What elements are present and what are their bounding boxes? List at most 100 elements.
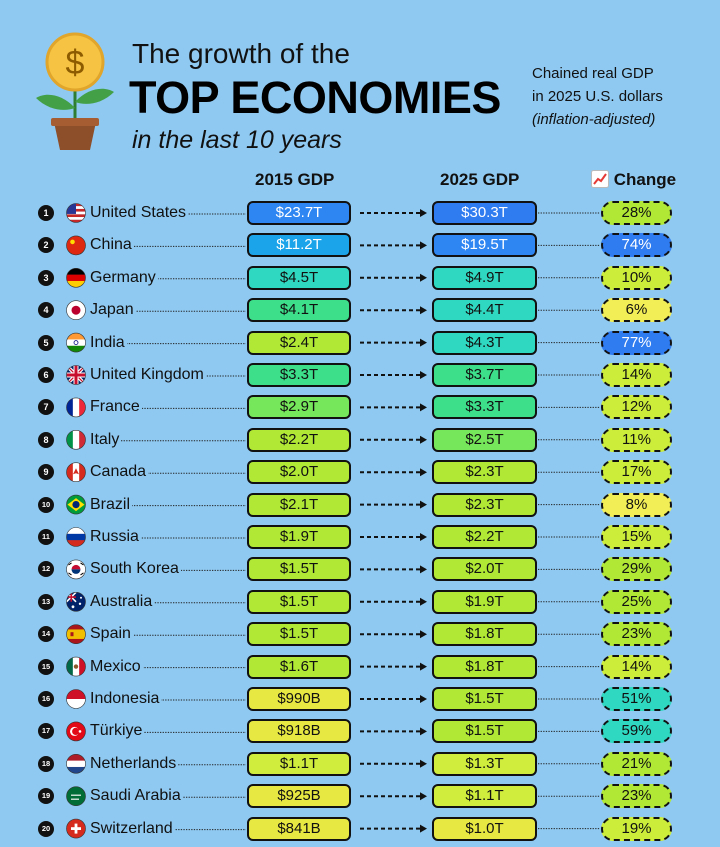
china-flag-icon	[66, 235, 86, 256]
change-value: 51%	[601, 687, 672, 711]
rank-badge: 20	[38, 820, 54, 837]
change-value: 77%	[601, 330, 672, 355]
row-graphics	[66, 494, 600, 515]
rank-badge: 14	[38, 626, 54, 643]
uk-flag-icon	[66, 365, 86, 385]
turkiye-flag-icon	[66, 721, 86, 742]
gdp-2015-value: $1.5T	[247, 557, 351, 582]
netherlands-flag-icon	[66, 753, 86, 774]
italy-flag-icon	[66, 429, 86, 450]
rank-badge: 11	[38, 529, 54, 545]
gdp-2015-value: $1.5T	[247, 622, 351, 647]
row-graphics	[66, 624, 600, 645]
row-graphics	[66, 300, 600, 321]
gdp-2025-value: $4.9T	[432, 265, 537, 290]
gdp-2025-value: $4.4T	[432, 298, 537, 323]
country-name: Brazil	[90, 494, 133, 515]
country-name: United States	[90, 203, 189, 223]
change-value: 28%	[601, 201, 672, 225]
rank-badge: 6	[38, 367, 54, 383]
change-value: 14%	[601, 363, 672, 387]
col-header-change: Change	[591, 170, 676, 190]
arrow-head	[420, 630, 427, 639]
brazil-flag-icon	[66, 494, 86, 515]
row-graphics	[66, 267, 600, 288]
rank-badge: 17	[38, 723, 54, 740]
gdp-2015-value: $1.9T	[247, 525, 351, 549]
row-graphics	[66, 397, 600, 418]
gdp-2025-value: $1.8T	[432, 622, 537, 647]
country-name: Türkiye	[90, 721, 145, 742]
country-name: United Kingdom	[90, 365, 206, 385]
country-name: Australia	[90, 591, 155, 612]
gdp-2025-value: $2.3T	[432, 460, 537, 485]
australia-flag-icon	[66, 591, 86, 612]
country-name: Mexico	[90, 656, 143, 677]
rank-badge: 12	[38, 561, 54, 578]
col-header-2015: 2015 GDP	[255, 170, 335, 189]
arrow-head	[420, 468, 427, 477]
note-line-3: (inflation-adjusted)	[532, 111, 656, 128]
gdp-2015-value: $2.0T	[247, 460, 351, 485]
india-flag-icon	[66, 332, 86, 353]
gdp-2015-value: $1.1T	[247, 751, 351, 776]
country-name: Italy	[90, 429, 122, 450]
gdp-2015-value: $2.2T	[247, 427, 351, 452]
gdp-2025-value: $1.8T	[432, 654, 537, 679]
arrow-head	[420, 273, 427, 282]
note-line-2: in 2025 U.S. dollars	[532, 88, 663, 105]
rank-badge: 1	[38, 205, 54, 221]
rank-badge: 7	[38, 399, 54, 416]
arrow-head	[420, 209, 427, 217]
us-flag-icon	[66, 203, 86, 223]
row-graphics	[66, 235, 600, 256]
row-graphics	[66, 203, 600, 223]
arrow-head	[420, 759, 427, 768]
gdp-2025-value: $2.3T	[432, 492, 537, 517]
arrow-head	[420, 695, 427, 703]
indonesia-flag-icon	[66, 689, 86, 709]
row-graphics	[66, 332, 600, 353]
change-value: 74%	[601, 233, 672, 258]
change-value: 29%	[601, 557, 672, 582]
gdp-2015-value: $4.5T	[247, 265, 351, 290]
gdp-2025-value: $30.3T	[432, 201, 537, 225]
gdp-2015-value: $918B	[247, 719, 351, 744]
arrow-head	[420, 727, 427, 736]
change-value: 59%	[601, 719, 672, 744]
spain-flag-icon	[66, 624, 86, 645]
col-header-change-label: Change	[613, 170, 677, 189]
rank-badge: 8	[38, 431, 54, 448]
header: $ The growth of the TOP ECONOMIES in the…	[0, 0, 720, 160]
rank-badge: 5	[38, 334, 54, 351]
gdp-2025-value: $19.5T	[432, 233, 537, 258]
country-name: Japan	[90, 300, 136, 321]
mexico-flag-icon	[66, 656, 86, 677]
gdp-2025-value: $3.7T	[432, 363, 537, 387]
rank-badge: 16	[38, 691, 54, 707]
arrow-head	[420, 662, 427, 671]
row-graphics	[66, 462, 600, 483]
change-value: 23%	[601, 622, 672, 647]
change-value: 21%	[601, 751, 672, 776]
gdp-2025-value: $1.9T	[432, 589, 537, 614]
gdp-2015-value: $3.3T	[247, 363, 351, 387]
svg-text:$: $	[66, 44, 85, 82]
gdp-note: Chained real GDP in 2025 U.S. dollars (i…	[532, 62, 663, 131]
germany-flag-icon	[66, 267, 86, 288]
change-value: 17%	[601, 460, 672, 485]
arrow-head	[420, 435, 427, 444]
country-name: Saudi Arabia	[90, 786, 183, 807]
russia-flag-icon	[66, 527, 86, 547]
row-graphics	[66, 689, 600, 709]
gdp-2015-value: $2.4T	[247, 330, 351, 355]
arrow-head	[420, 306, 427, 315]
country-name: China	[90, 235, 134, 256]
row-graphics	[66, 527, 600, 547]
gdp-2025-value: $1.5T	[432, 719, 537, 744]
country-name: France	[90, 397, 142, 418]
gdp-2015-value: $11.2T	[247, 233, 351, 258]
rank-badge: 18	[38, 755, 54, 772]
gdp-2025-value: $3.3T	[432, 395, 537, 420]
